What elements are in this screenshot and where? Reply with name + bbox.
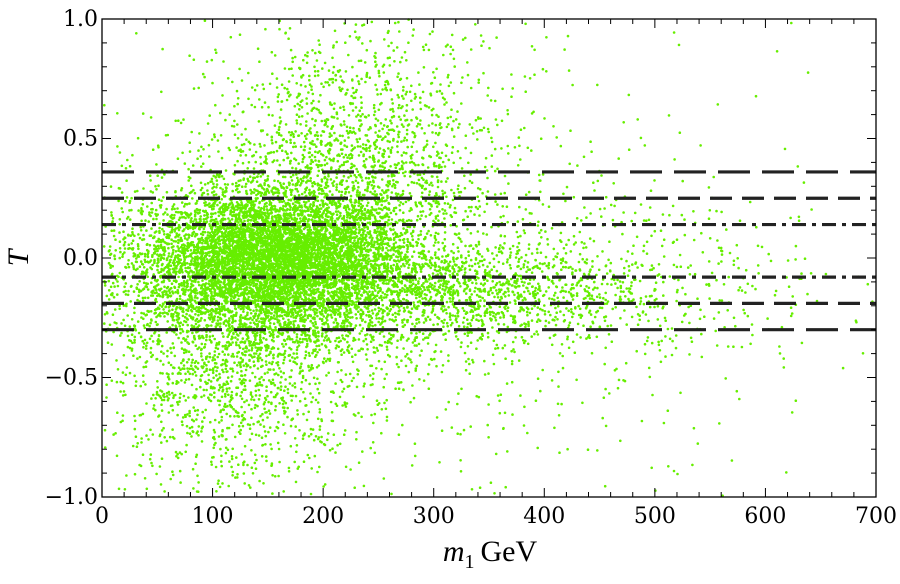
y-tick-label: 0.0 [63, 246, 98, 271]
point-cloud [102, 18, 874, 497]
y-tick-label: −0.5 [45, 366, 98, 391]
x-tick-label: 0 [95, 504, 109, 529]
x-tick-label: 600 [744, 504, 786, 529]
y-tick-label: −1.0 [45, 485, 98, 510]
plot-frame [101, 18, 877, 498]
x-tick-label: 200 [302, 504, 344, 529]
x-tick-label: 300 [413, 504, 455, 529]
y-tick-labels: 1.0 0.5 0.0 −0.5 −1.0 [45, 7, 98, 510]
bound-lines [102, 170, 876, 332]
x-tick-labels: 0 100 200 300 400 500 600 700 [95, 504, 897, 529]
axis-ticks [101, 18, 877, 498]
y-axis-title: T [2, 247, 35, 266]
x-tick-label: 500 [634, 504, 676, 529]
y-tick-label: 1.0 [63, 7, 98, 32]
x-axis-title: m1 GeV [443, 535, 538, 573]
x-tick-label: 700 [855, 504, 897, 529]
y-tick-label: 0.5 [63, 127, 98, 152]
data-points [102, 18, 874, 497]
x-tick-label: 100 [192, 504, 234, 529]
x-tick-label: 400 [523, 504, 565, 529]
